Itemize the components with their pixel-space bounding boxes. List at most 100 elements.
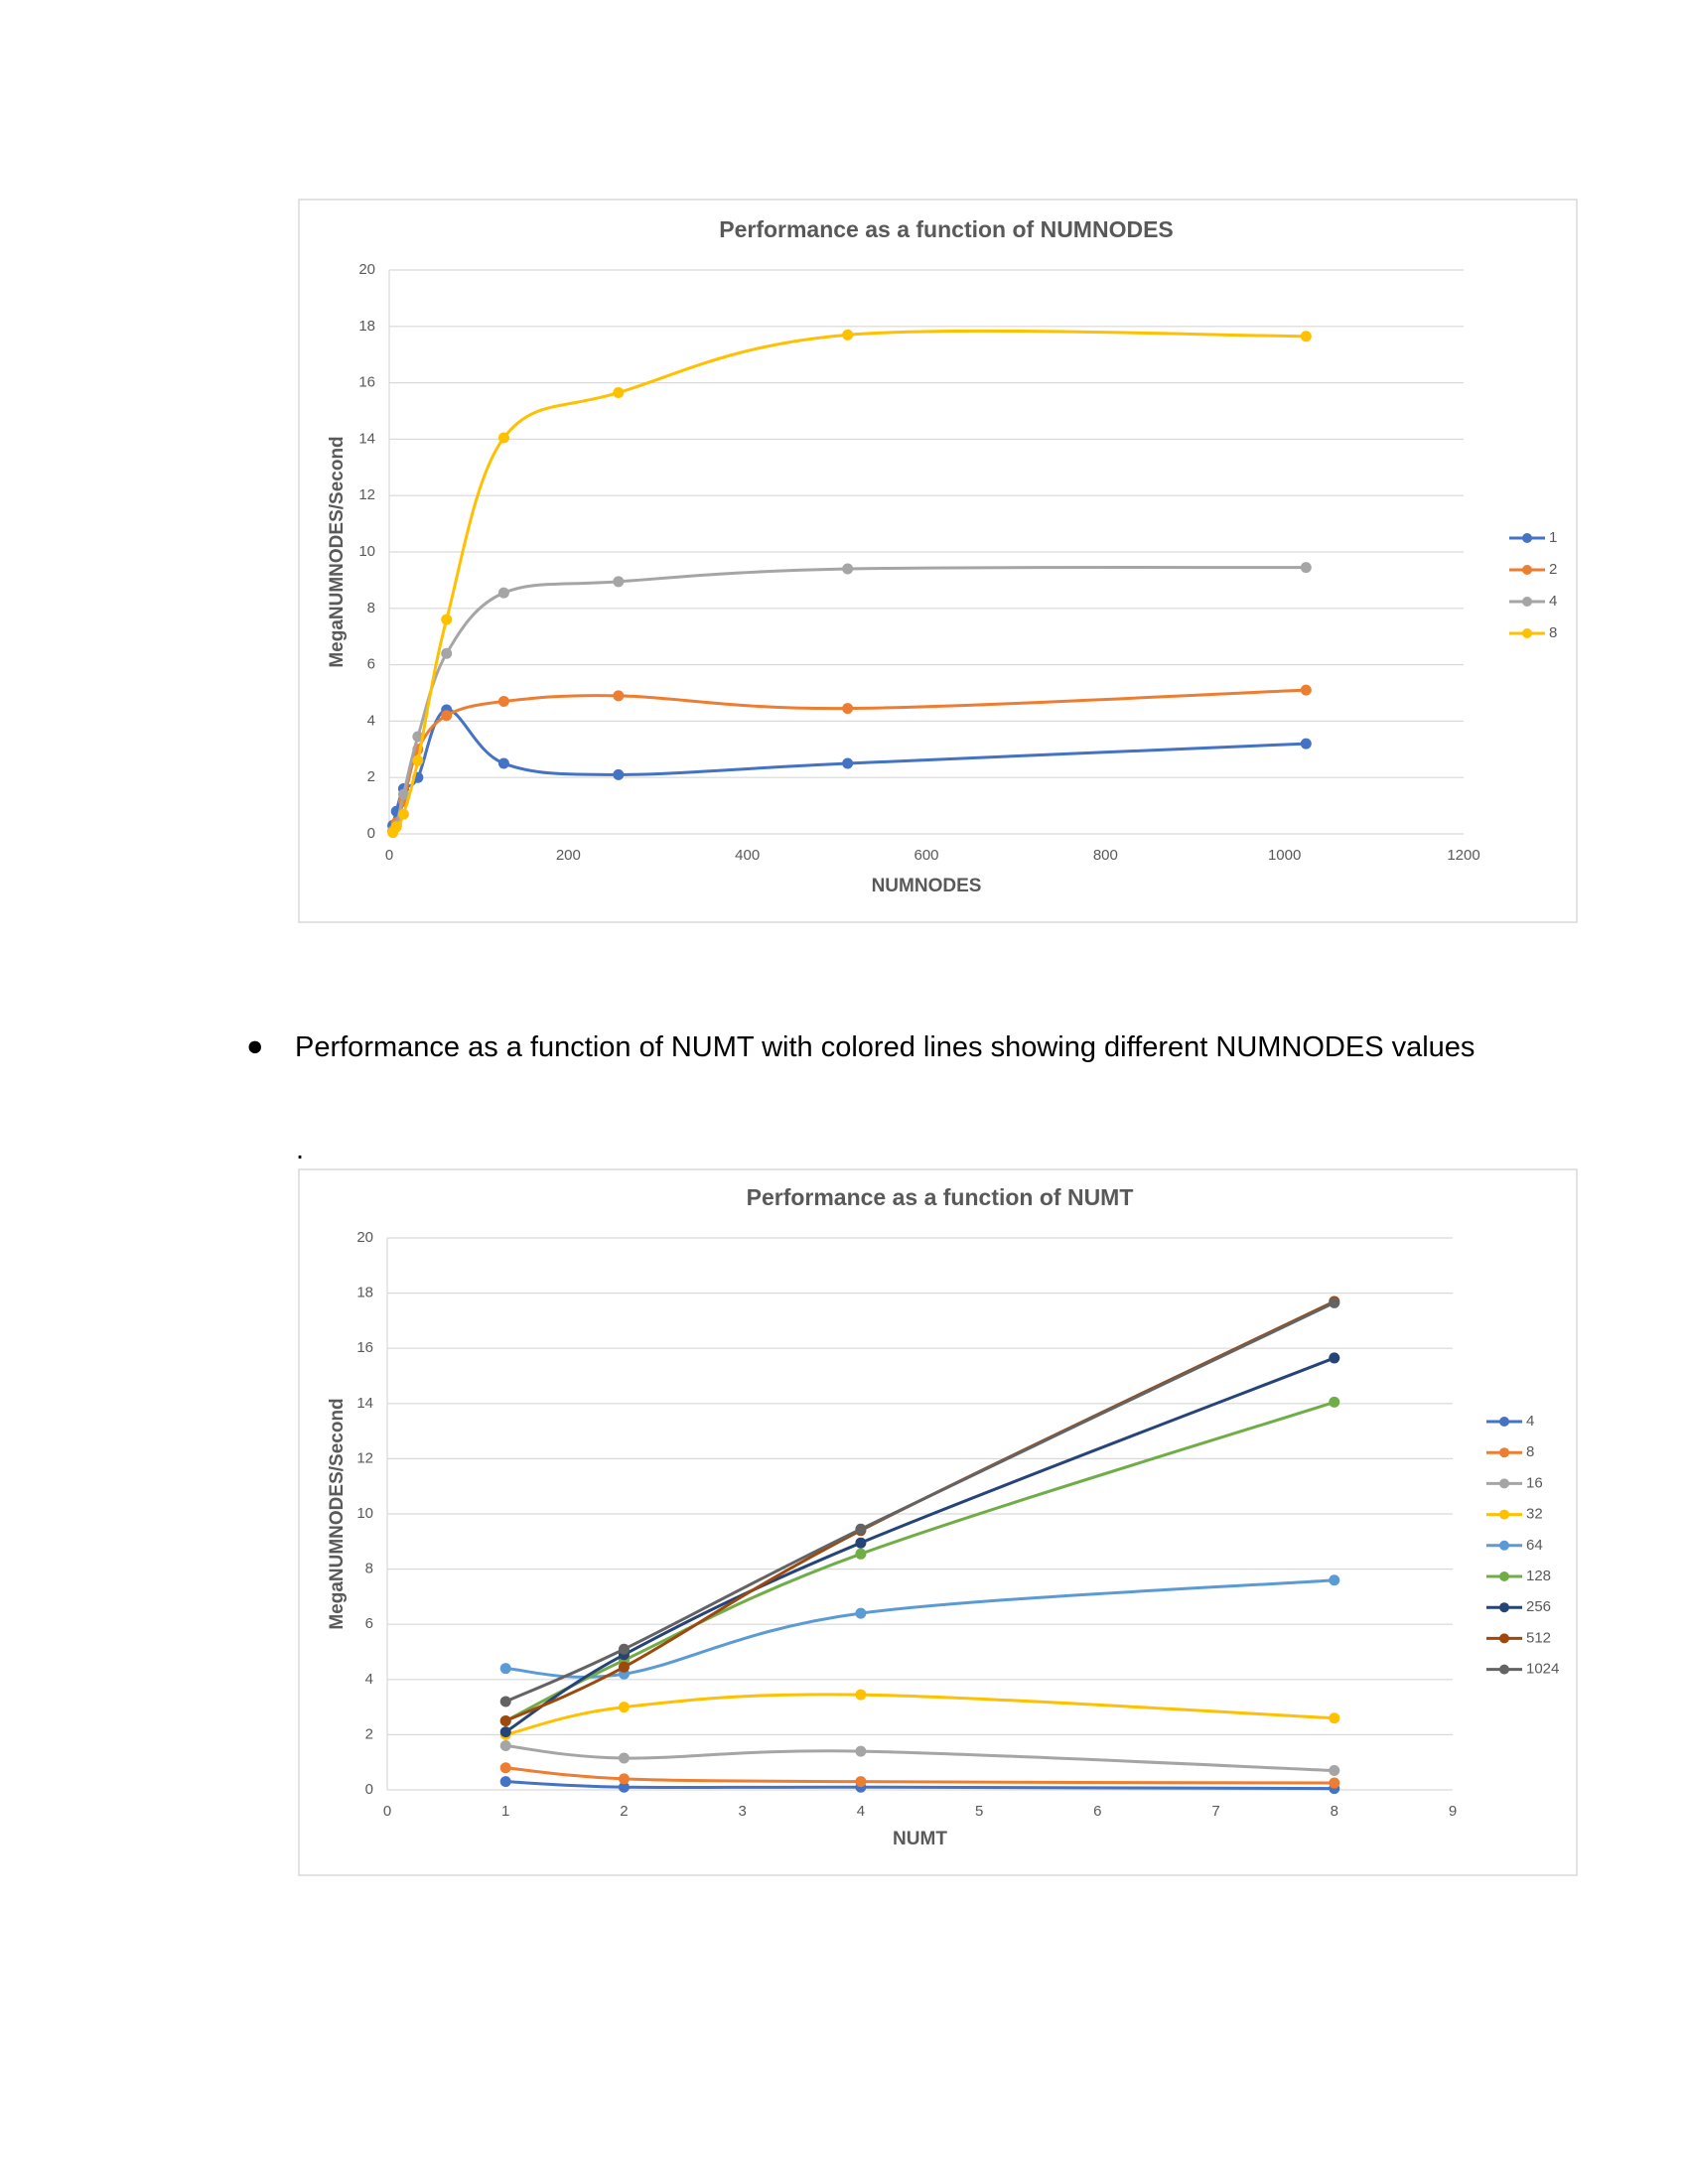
data-point [618, 1661, 630, 1673]
data-point [842, 329, 854, 341]
legend-label: 1 [1549, 529, 1557, 546]
y-tick-label: 16 [358, 374, 375, 391]
y-axis-label: MegaNUMNODES/Second [327, 1398, 348, 1629]
chart-border [298, 199, 1578, 923]
series-line [505, 1744, 1335, 1773]
legend-marker [1522, 533, 1532, 543]
y-axis-label: MegaNUMNODES/Second [327, 436, 348, 667]
data-point [613, 387, 625, 399]
data-point [855, 1745, 867, 1757]
y-tick-label: 2 [367, 768, 375, 785]
y-tick-label: 14 [356, 1395, 373, 1412]
x-tick-label: 4 [857, 1803, 865, 1820]
data-point [441, 710, 453, 722]
data-point [397, 788, 409, 800]
legend-label: 8 [1549, 624, 1557, 641]
data-point [618, 1643, 630, 1655]
data-point [499, 1740, 511, 1752]
y-tick-label: 4 [365, 1671, 373, 1688]
legend-marker [1522, 628, 1532, 638]
legend-marker [1499, 1633, 1509, 1644]
data-point [1300, 684, 1312, 696]
y-tick-label: 6 [365, 1615, 373, 1632]
data-point [618, 1781, 630, 1793]
x-tick-label: 7 [1211, 1803, 1219, 1820]
data-point [397, 808, 409, 820]
x-tick-label: 8 [1331, 1803, 1338, 1820]
data-point [1329, 1297, 1340, 1308]
legend-marker [1499, 1540, 1509, 1551]
x-tick-label: 0 [385, 847, 393, 864]
legend-label: 4 [1526, 1413, 1534, 1430]
data-point [499, 1726, 511, 1738]
data-point [855, 1548, 867, 1560]
y-tick-label: 8 [367, 600, 375, 616]
data-point [855, 1537, 867, 1549]
x-tick-label: 3 [738, 1803, 746, 1820]
data-point [497, 696, 509, 708]
data-point [499, 1776, 511, 1788]
data-point [1329, 1396, 1340, 1408]
chart-title: Performance as a function of NUMNODES [719, 216, 1174, 242]
x-axis-label: NUMT [893, 1829, 947, 1849]
y-tick-label: 8 [365, 1561, 373, 1577]
data-point [1329, 1765, 1340, 1777]
x-tick-label: 1000 [1268, 847, 1301, 864]
data-point [1329, 1777, 1340, 1789]
data-point [613, 576, 625, 588]
y-tick-label: 10 [358, 543, 375, 560]
y-tick-label: 16 [356, 1339, 373, 1356]
x-axis-label: NUMNODES [872, 876, 982, 896]
y-tick-label: 14 [358, 430, 375, 447]
legend-marker [1499, 1417, 1509, 1427]
legend-label: 16 [1526, 1474, 1543, 1491]
data-point [1329, 1352, 1340, 1364]
data-point [842, 757, 854, 769]
y-tick-label: 20 [358, 261, 375, 278]
series-line [505, 1766, 1335, 1785]
data-point [618, 1773, 630, 1785]
legend-marker [1499, 1664, 1509, 1675]
series-line [505, 1578, 1335, 1679]
data-point [855, 1523, 867, 1535]
data-point [1300, 738, 1312, 750]
series-line [504, 1300, 1336, 1704]
x-tick-label: 1 [501, 1803, 509, 1820]
y-tick-label: 0 [367, 825, 375, 842]
data-point [855, 1689, 867, 1701]
y-tick-label: 10 [356, 1505, 373, 1522]
legend-label: 2 [1549, 561, 1557, 578]
data-point [497, 587, 509, 599]
legend-label: 64 [1526, 1537, 1543, 1554]
legend-marker [1522, 597, 1532, 607]
x-tick-label: 1200 [1447, 847, 1479, 864]
legend-label: 1024 [1526, 1661, 1559, 1678]
x-tick-label: 5 [975, 1803, 983, 1820]
data-point [499, 1715, 511, 1726]
data-point [842, 563, 854, 575]
y-tick-label: 6 [367, 656, 375, 673]
data-point [412, 754, 424, 766]
data-point [855, 1607, 867, 1619]
data-point [499, 1696, 511, 1707]
x-tick-label: 400 [735, 847, 760, 864]
legend-label: 4 [1549, 593, 1557, 610]
y-tick-label: 12 [356, 1449, 373, 1466]
data-point [613, 768, 625, 780]
y-tick-label: 12 [358, 486, 375, 503]
data-point [855, 1776, 867, 1788]
data-point [613, 690, 625, 702]
legend-label: 256 [1526, 1598, 1551, 1615]
legend-marker [1499, 1602, 1509, 1613]
legend-marker [1522, 565, 1532, 575]
y-tick-label: 0 [365, 1781, 373, 1798]
data-point [618, 1752, 630, 1764]
x-tick-label: 2 [620, 1803, 628, 1820]
legend-label: 128 [1526, 1568, 1551, 1584]
x-tick-label: 200 [556, 847, 581, 864]
series-line [505, 1780, 1335, 1791]
data-point [499, 1663, 511, 1675]
legend-marker [1499, 1571, 1509, 1581]
